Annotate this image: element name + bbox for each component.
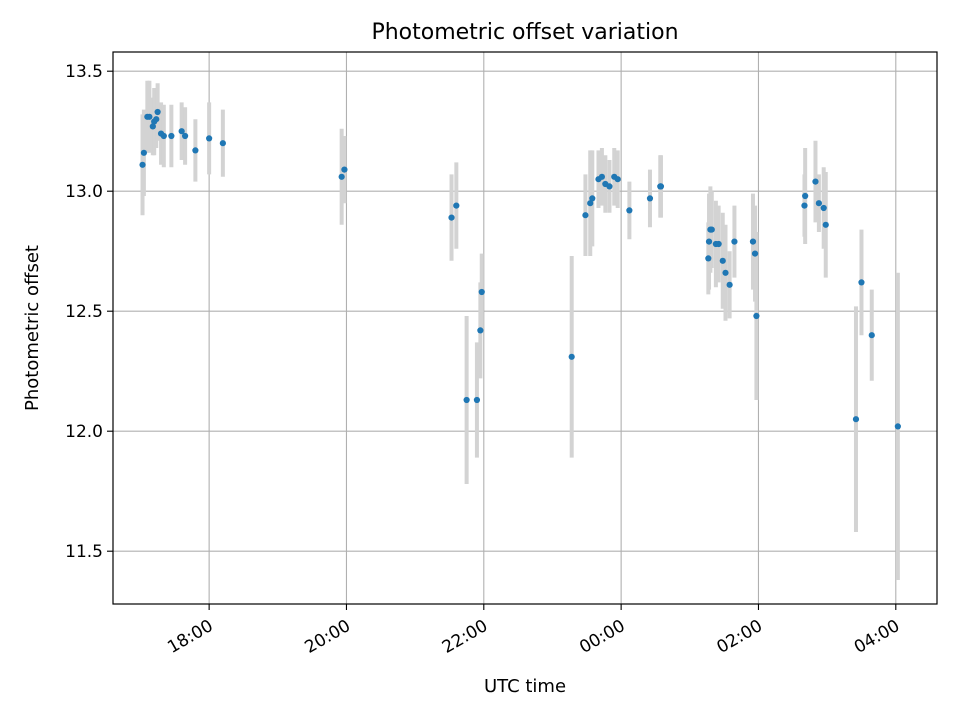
data-point [815, 200, 822, 207]
data-point [589, 195, 596, 202]
y-tick-label: 12.0 [65, 422, 103, 442]
data-point [477, 327, 484, 334]
data-point [168, 132, 175, 140]
data-point [812, 178, 819, 185]
data-point [146, 113, 153, 120]
data-point [801, 202, 808, 209]
data-point [868, 332, 875, 339]
data-point [606, 183, 613, 190]
data-point [587, 200, 594, 207]
data-point [715, 240, 722, 248]
data-point [719, 257, 726, 264]
y-axis-label: Photometric offset [22, 245, 43, 411]
grid [113, 52, 937, 604]
y-tick-label: 12.5 [65, 302, 103, 322]
data-point [858, 279, 865, 286]
data-point [749, 238, 757, 245]
data-point [582, 212, 589, 219]
data-point [822, 221, 829, 228]
data-point [568, 353, 575, 360]
data-point [140, 149, 147, 156]
data-point [731, 238, 738, 245]
y-tick-label: 13.0 [65, 182, 103, 202]
data-point [614, 176, 621, 183]
data-point [478, 288, 485, 296]
data-point [705, 255, 712, 262]
data-point [192, 147, 199, 154]
data-point [657, 183, 665, 190]
data-point [338, 173, 345, 180]
data-point [182, 132, 189, 140]
data-point [341, 166, 348, 173]
data-point [149, 123, 156, 130]
data-point [726, 281, 733, 288]
y-tick-label: 13.5 [65, 62, 103, 82]
plot-frame [112, 51, 938, 605]
data-point [473, 396, 481, 404]
y-tick-label: 11.5 [65, 542, 103, 562]
data-point [206, 135, 213, 142]
data-point [753, 312, 760, 320]
data-point [722, 269, 729, 276]
data-point [646, 195, 654, 202]
chart-title: Photometric offset variation [371, 20, 678, 45]
data-point [160, 132, 167, 140]
x-axis-label: UTC time [484, 676, 566, 697]
data-points [139, 108, 901, 430]
data-point [448, 214, 455, 221]
data-point [751, 250, 759, 257]
y-axis-ticks: 11.5 12.0 12.5 13.0 13.5 [65, 62, 113, 562]
data-point [852, 416, 860, 423]
data-point [139, 161, 146, 168]
data-point [153, 116, 160, 123]
data-point [708, 226, 715, 233]
data-point [219, 140, 226, 147]
data-point [820, 204, 827, 212]
data-point [626, 207, 633, 214]
data-point [894, 423, 901, 430]
data-point [154, 108, 161, 116]
data-point [705, 238, 713, 245]
data-point [598, 173, 606, 180]
data-point [178, 128, 185, 135]
data-point [802, 192, 809, 200]
data-point [463, 396, 470, 404]
data-point [453, 202, 460, 209]
